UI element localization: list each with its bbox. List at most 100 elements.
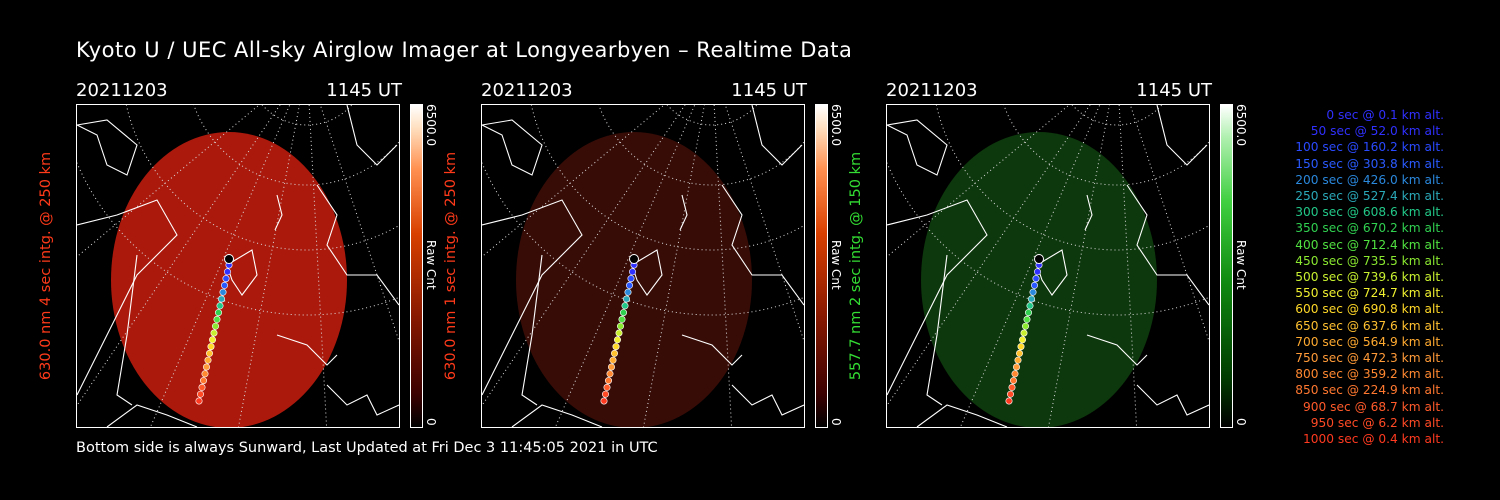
trajectory-point — [1019, 336, 1027, 344]
meridian-line — [887, 105, 1070, 258]
colorbar-min: 0 — [1234, 418, 1248, 426]
legend-item: 150 sec @ 303.8 km alt. — [1295, 156, 1444, 171]
trajectory-point — [602, 390, 610, 398]
coastline-path — [77, 199, 178, 396]
trajectory-point — [213, 315, 221, 323]
legend-item: 650 sec @ 637.6 km alt. — [1295, 318, 1444, 333]
meridian-line — [887, 105, 1091, 407]
coastline-path — [681, 334, 743, 366]
meridian-line — [482, 105, 665, 258]
meridian-line — [643, 105, 705, 427]
legend-item: 800 sec @ 359.2 km alt. — [1295, 367, 1444, 382]
panel-time: 1145 UT — [326, 80, 402, 101]
trajectory-point — [198, 383, 206, 391]
coastline-path — [926, 254, 948, 406]
trajectory-point — [1005, 397, 1013, 405]
lat-lon-grid — [482, 105, 804, 427]
trajectory-point — [210, 329, 218, 337]
trajectory-point — [1011, 370, 1019, 378]
latitude-circle — [887, 161, 1209, 316]
legend-item: 550 sec @ 724.7 km alt. — [1295, 286, 1444, 301]
panel-630-1sec: 20211203 1145 UT 630.0 nm 1 sec intg. @ … — [443, 80, 843, 430]
legend-item: 1000 sec @ 0.4 km alt. — [1303, 432, 1444, 447]
trajectory-point — [603, 383, 611, 391]
meridian-line — [77, 105, 260, 258]
meridian-line — [238, 105, 300, 427]
coastline-path — [511, 404, 603, 427]
trajectory-point — [618, 315, 626, 323]
trajectory-point — [212, 322, 220, 330]
panel-date: 20211203 — [481, 80, 573, 101]
trajectory-point — [200, 377, 208, 385]
trajectory-point — [207, 343, 215, 351]
legend-item: 500 sec @ 739.6 km alt. — [1295, 270, 1444, 285]
trajectory-point — [612, 343, 620, 351]
legend-item: 350 sec @ 670.2 km alt. — [1295, 221, 1444, 236]
panel-date: 20211203 — [76, 80, 168, 101]
trajectory-point — [624, 288, 632, 296]
legend-item: 600 sec @ 690.8 km alt. — [1295, 302, 1444, 317]
trajectory-point — [1034, 268, 1042, 276]
trajectory-point — [216, 302, 224, 310]
lat-lon-grid — [77, 105, 399, 427]
trajectory-point — [204, 356, 212, 364]
trajectory-point — [206, 349, 214, 357]
legend-item: 200 sec @ 426.0 km alt. — [1295, 172, 1444, 187]
legend-item: 400 sec @ 712.4 km alt. — [1295, 237, 1444, 252]
trajectory-point — [606, 370, 614, 378]
trajectory-point — [1007, 390, 1015, 398]
altitude-legend: 0 sec @ 0.1 km alt. 50 sec @ 52.0 km alt.… — [1262, 107, 1444, 447]
panel-ylabel: 630.0 nm 4 sec intg. @ 250 km — [38, 151, 54, 381]
trajectory-point — [221, 281, 229, 289]
coastlines — [887, 105, 1209, 427]
colorbar — [1220, 104, 1233, 428]
trajectory-point — [218, 295, 226, 303]
coastline-path — [887, 119, 948, 176]
coastline-path — [1086, 334, 1148, 366]
coastline-path — [1126, 184, 1209, 306]
coastline-path — [276, 334, 338, 366]
legend-item: 950 sec @ 6.2 km alt. — [1310, 415, 1444, 430]
coastline-path — [316, 184, 399, 306]
coastline-path — [731, 384, 804, 416]
allsky-image — [481, 104, 805, 428]
allsky-image — [76, 104, 400, 428]
trajectory-point — [620, 309, 628, 317]
coastline-path — [274, 194, 283, 231]
station-marker — [1034, 254, 1044, 264]
trajectory-point — [1008, 383, 1016, 391]
panel-time: 1145 UT — [731, 80, 807, 101]
legend-item: 50 sec @ 52.0 km alt. — [1310, 124, 1444, 139]
legend-item: 750 sec @ 472.3 km alt. — [1295, 351, 1444, 366]
trajectory-point — [215, 309, 223, 317]
trajectory-point — [614, 336, 622, 344]
colorbar-max: 6500.0 — [1234, 104, 1248, 146]
legend-item: 0 sec @ 0.1 km alt. — [1326, 108, 1444, 122]
trajectory-point — [224, 268, 232, 276]
colorbar-unit: Raw Cnt — [424, 240, 438, 290]
trajectory-point — [623, 295, 631, 303]
legend-item: 100 sec @ 160.2 km alt. — [1295, 140, 1444, 155]
coastlines — [482, 105, 804, 427]
lat-lon-grid — [887, 105, 1209, 427]
trajectory-point — [626, 281, 634, 289]
footer-note: Bottom side is always Sunward, Last Upda… — [76, 440, 658, 456]
colorbar — [410, 104, 423, 428]
trajectory-point — [1029, 288, 1037, 296]
legend-item: 700 sec @ 564.9 km alt. — [1295, 334, 1444, 349]
trajectory-point — [1017, 343, 1025, 351]
panel-557-2sec: 20211203 1145 UT 557.7 nm 2 sec intg. @ … — [848, 80, 1248, 430]
coastline-path — [226, 249, 258, 296]
latitude-circle — [77, 161, 399, 316]
trajectory-point — [1028, 295, 1036, 303]
coastline-path — [631, 249, 663, 296]
trajectory-point — [219, 288, 227, 296]
coastlines — [77, 105, 399, 427]
panel-ylabel: 557.7 nm 2 sec intg. @ 150 km — [848, 151, 864, 381]
trajectory-point — [195, 397, 203, 405]
trajectory-point — [197, 390, 205, 398]
coastline-path — [1136, 384, 1209, 416]
coastline-path — [346, 105, 398, 166]
colorbar-min: 0 — [424, 418, 438, 426]
trajectory-point — [1020, 329, 1028, 337]
